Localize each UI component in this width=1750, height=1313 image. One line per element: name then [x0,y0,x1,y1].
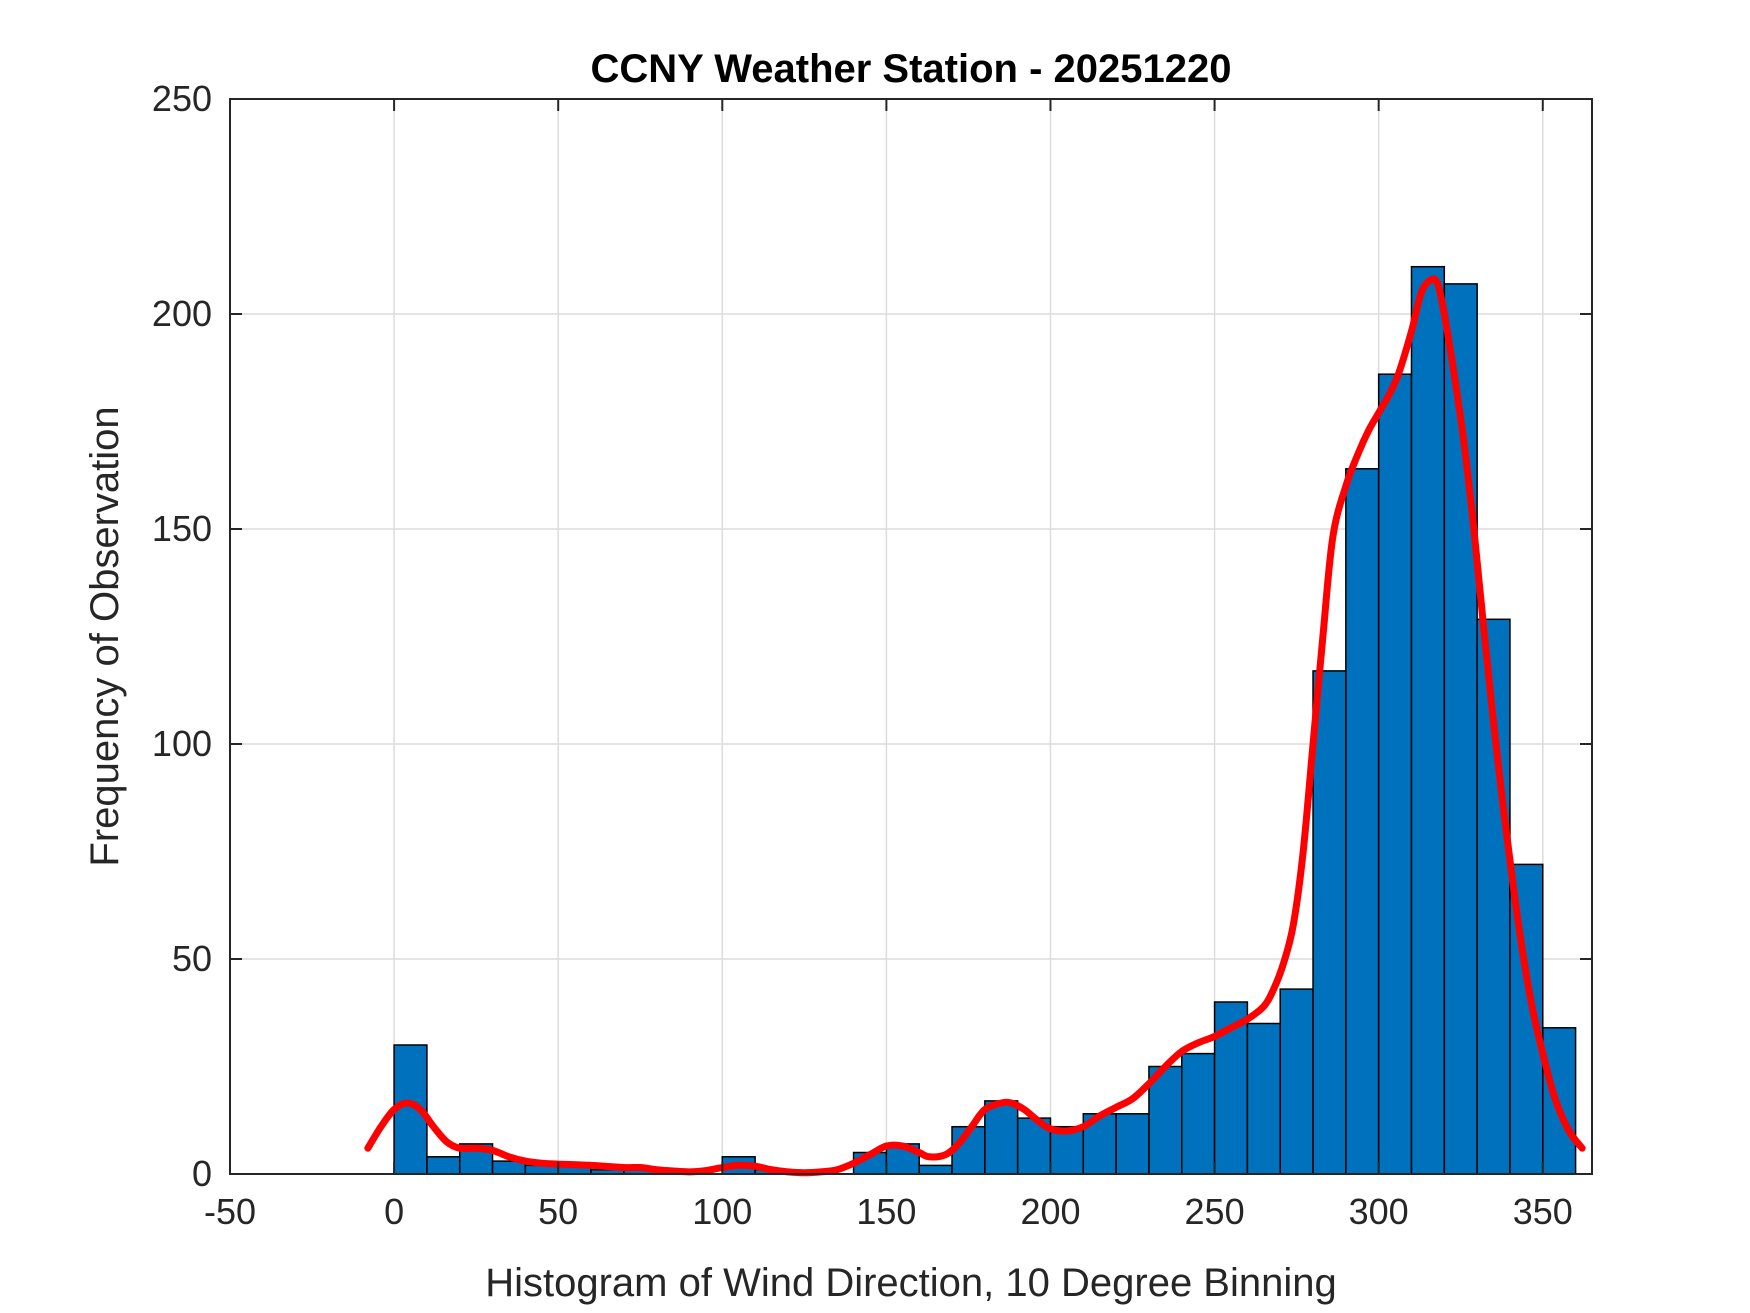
histogram-bar [1312,670,1347,1175]
y-tick-label: 50 [172,938,212,979]
x-tick-label: -50 [204,1191,256,1232]
histogram-bar [1410,265,1446,1175]
tick-marks [229,98,1592,1175]
y-tick-label: 0 [192,1153,212,1194]
x-tick-label: 100 [692,1191,752,1232]
histogram-bar [1246,1022,1281,1175]
x-tick-label: 200 [1020,1191,1080,1232]
x-tick-label: 350 [1513,1191,1573,1232]
x-tick-label: 300 [1349,1191,1409,1232]
x-tick-label: 50 [538,1191,578,1232]
y-tick-label: 200 [152,293,212,334]
histogram-bar [426,1156,461,1175]
histogram-bar [918,1164,953,1175]
histogram-bar [1148,1065,1183,1175]
x-tick-label: 150 [856,1191,916,1232]
x-axis-label: Histogram of Wind Direction, 10 Degree B… [485,1261,1337,1305]
chart-title: CCNY Weather Station - 20251220 [591,47,1232,91]
y-axis-label: Frequency of Observation [83,406,127,866]
density-curve [364,275,1586,1177]
x-tick-label: 250 [1185,1191,1245,1232]
x-tick-label: 0 [384,1191,404,1232]
histogram-bar [1377,373,1413,1175]
y-tick-label: 100 [152,723,212,764]
histogram-bar [984,1100,1019,1175]
y-tick-labels: 0 50 100 150 200 250 [152,78,212,1194]
histogram-bar [1345,468,1380,1175]
histogram-bar [1181,1052,1216,1175]
y-tick-label: 150 [152,508,212,549]
histogram-bar [1049,1125,1085,1175]
histogram-bar [1279,988,1314,1175]
histogram-bar [1115,1113,1150,1175]
x-tick-labels: -50 0 50 100 150 200 250 300 350 [204,1191,1573,1232]
y-tick-label: 250 [152,78,212,119]
axes-box [229,98,1593,1175]
